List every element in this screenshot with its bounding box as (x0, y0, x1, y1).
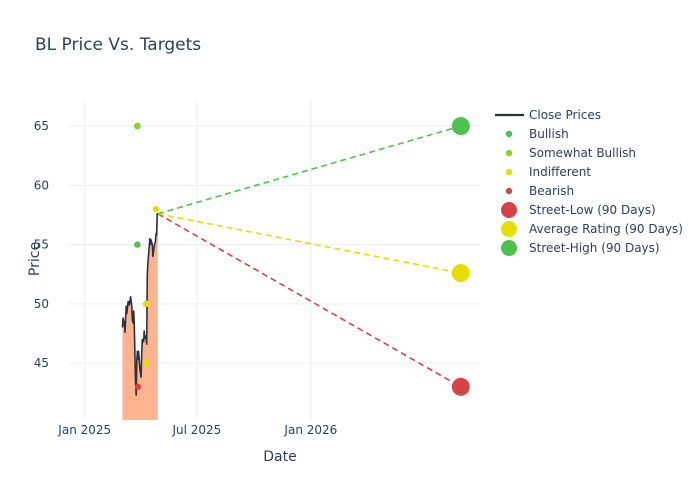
y-axis-label: Price (27, 242, 43, 276)
legend-dot-swatch (505, 168, 513, 176)
legend-item[interactable]: Somewhat Bullish (505, 146, 636, 160)
legend-item[interactable]: Street-High (90 Days) (501, 240, 660, 256)
close-price-area (122, 213, 158, 420)
target-projection-line (157, 213, 462, 388)
line-layer (121, 213, 158, 396)
area-layer (122, 213, 158, 420)
target-projection-line (157, 212, 461, 274)
marker-layer (134, 117, 470, 396)
legend-item[interactable]: Bearish (505, 184, 574, 198)
legend[interactable]: Close Prices Bullish Somewhat Bullish Indif… (495, 108, 683, 256)
y-tick-label: 65 (34, 119, 49, 133)
legend-dot-swatch (505, 187, 513, 195)
legend-item[interactable]: Average Rating (90 Days) (501, 221, 683, 237)
close-price-line (121, 213, 158, 396)
y-tick-label: 50 (34, 297, 49, 311)
legend-label: Street-Low (90 Days) (529, 203, 656, 217)
legend-item[interactable]: Close Prices (495, 108, 601, 122)
legend-label: Bearish (529, 184, 574, 198)
legend-item[interactable]: Indifferent (505, 165, 592, 179)
legend-dot-swatch (505, 149, 513, 157)
legend-label: Average Rating (90 Days) (529, 222, 683, 236)
projection-layer (157, 125, 462, 388)
x-tick-label: Jan 2026 (283, 423, 337, 437)
legend-label: Somewhat Bullish (529, 146, 636, 160)
y-tick-label: 45 (34, 356, 49, 370)
x-axis-label: Date (263, 449, 296, 465)
chart-title: BL Price Vs. Targets (35, 35, 201, 55)
legend-dot-swatch (505, 130, 513, 138)
rating-point (134, 241, 141, 248)
target-projection-line (157, 125, 462, 215)
target-marker (451, 264, 470, 283)
target-marker (451, 377, 470, 396)
rating-point (152, 205, 160, 213)
legend-dot-swatch (501, 221, 517, 237)
rating-point (134, 122, 141, 130)
x-tick-label: Jul 2025 (171, 423, 221, 437)
y-tick-label: 55 (34, 238, 49, 252)
legend-label: Street-High (90 Days) (529, 241, 660, 255)
target-marker (451, 117, 470, 136)
legend-dot-swatch (501, 202, 517, 218)
legend-item[interactable]: Street-Low (90 Days) (501, 202, 656, 218)
x-axis-ticks: Jan 2025 Jul 2025 Jan 2026 (57, 423, 337, 437)
rating-point (134, 383, 142, 391)
legend-label: Bullish (529, 127, 569, 141)
legend-label: Close Prices (529, 108, 601, 122)
x-tick-label: Jan 2025 (57, 423, 111, 437)
legend-label: Indifferent (529, 165, 591, 179)
y-tick-label: 60 (34, 178, 49, 192)
legend-item[interactable]: Bullish (505, 127, 569, 141)
y-axis-ticks: 45 50 55 60 65 (34, 119, 49, 370)
rating-point (142, 300, 150, 308)
rating-point (142, 359, 150, 367)
legend-dot-swatch (501, 240, 517, 256)
